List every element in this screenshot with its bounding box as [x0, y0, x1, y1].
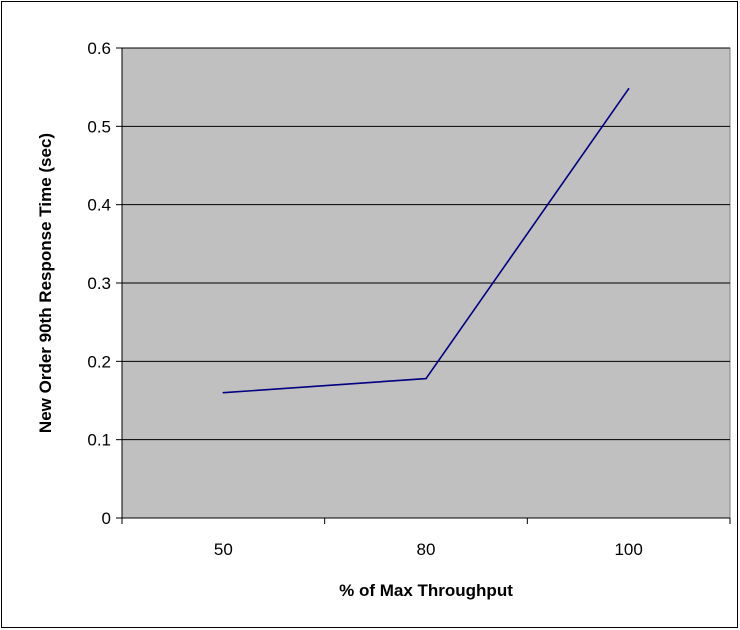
- y-tick-label-0.5: 0.5: [87, 117, 111, 136]
- y-axis-title: New Order 90th Response Time (sec): [36, 133, 55, 433]
- y-tick-label-0.4: 0.4: [87, 196, 111, 215]
- y-tick-label-0.6: 0.6: [87, 39, 111, 58]
- series-group: [222, 87, 630, 394]
- data-point-100: [627, 87, 630, 90]
- y-tick-label-0: 0: [102, 509, 111, 528]
- gridlines: [122, 47, 730, 441]
- x-tick-label-50: 50: [214, 540, 233, 559]
- x-axis-title: % of Max Throughput: [339, 581, 513, 600]
- y-tick-label-0.1: 0.1: [87, 431, 111, 450]
- x-tick-label-80: 80: [417, 540, 436, 559]
- x-tick-label-100: 100: [614, 540, 642, 559]
- y-tick-label-0.3: 0.3: [87, 274, 111, 293]
- data-point-50: [222, 391, 225, 394]
- data-point-80: [425, 377, 427, 380]
- x-axis-ticks: 50 80 100: [121, 518, 731, 559]
- y-axis-ticks: 0 0.1 0.2 0.3 0.4 0.5 0.6: [87, 39, 122, 528]
- y-tick-label-0.2: 0.2: [87, 352, 111, 371]
